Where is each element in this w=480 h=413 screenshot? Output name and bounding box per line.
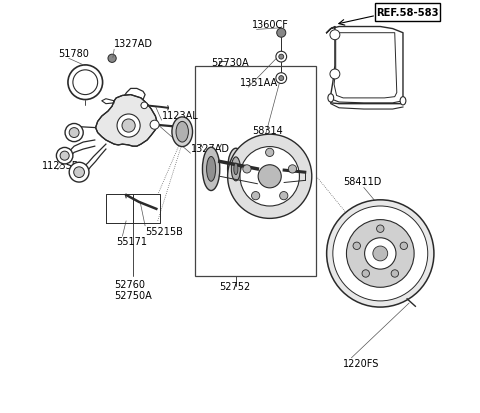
Ellipse shape [203,148,220,191]
Circle shape [327,200,434,307]
Circle shape [333,206,428,301]
Ellipse shape [206,157,216,182]
Circle shape [353,242,360,250]
Text: 1327AD: 1327AD [114,39,153,49]
Circle shape [362,270,370,278]
Ellipse shape [172,118,192,147]
Text: 1123SF: 1123SF [42,160,78,170]
Circle shape [330,31,340,40]
Ellipse shape [400,97,406,106]
Circle shape [279,55,284,60]
Text: REF.58-583: REF.58-583 [376,8,439,18]
Polygon shape [96,95,157,147]
Ellipse shape [231,157,240,181]
Text: 55171: 55171 [116,237,147,247]
Circle shape [276,74,287,84]
Text: 1220FS: 1220FS [343,358,380,368]
FancyBboxPatch shape [375,5,440,22]
Circle shape [373,247,388,261]
Circle shape [252,192,260,200]
Text: 52730A: 52730A [211,57,249,67]
Circle shape [60,152,69,161]
Circle shape [141,103,147,109]
Circle shape [279,76,284,81]
Circle shape [228,135,312,219]
Circle shape [265,149,274,157]
Circle shape [277,29,286,38]
Circle shape [330,70,340,80]
Circle shape [69,128,79,138]
Bar [194,66,316,276]
Circle shape [243,165,251,173]
Text: 58314: 58314 [252,126,283,135]
Text: 1360CF: 1360CF [252,20,289,31]
Circle shape [365,238,396,269]
Ellipse shape [328,95,334,103]
Ellipse shape [234,164,238,175]
Ellipse shape [228,149,244,190]
Text: 52750A: 52750A [114,290,152,300]
Circle shape [108,55,116,63]
Text: 1123AL: 1123AL [162,111,198,121]
Text: 1327AD: 1327AD [191,144,229,154]
Circle shape [150,121,159,130]
Circle shape [377,225,384,233]
Circle shape [288,165,297,173]
Circle shape [391,270,398,278]
Circle shape [69,163,89,183]
Circle shape [65,124,83,142]
Circle shape [117,115,140,138]
Circle shape [258,165,281,188]
Text: 58411D: 58411D [343,177,382,187]
Text: 52760: 52760 [114,280,145,290]
Text: 51780: 51780 [59,49,89,59]
Circle shape [280,192,288,200]
Circle shape [240,147,300,206]
Circle shape [74,167,84,178]
Text: 55215B: 55215B [145,226,183,236]
Circle shape [56,148,73,164]
Text: 1351AA: 1351AA [240,78,278,88]
Text: 52752: 52752 [219,282,251,292]
Circle shape [276,52,287,63]
Ellipse shape [176,122,189,143]
Circle shape [122,120,135,133]
Circle shape [347,220,414,287]
Circle shape [400,242,408,250]
